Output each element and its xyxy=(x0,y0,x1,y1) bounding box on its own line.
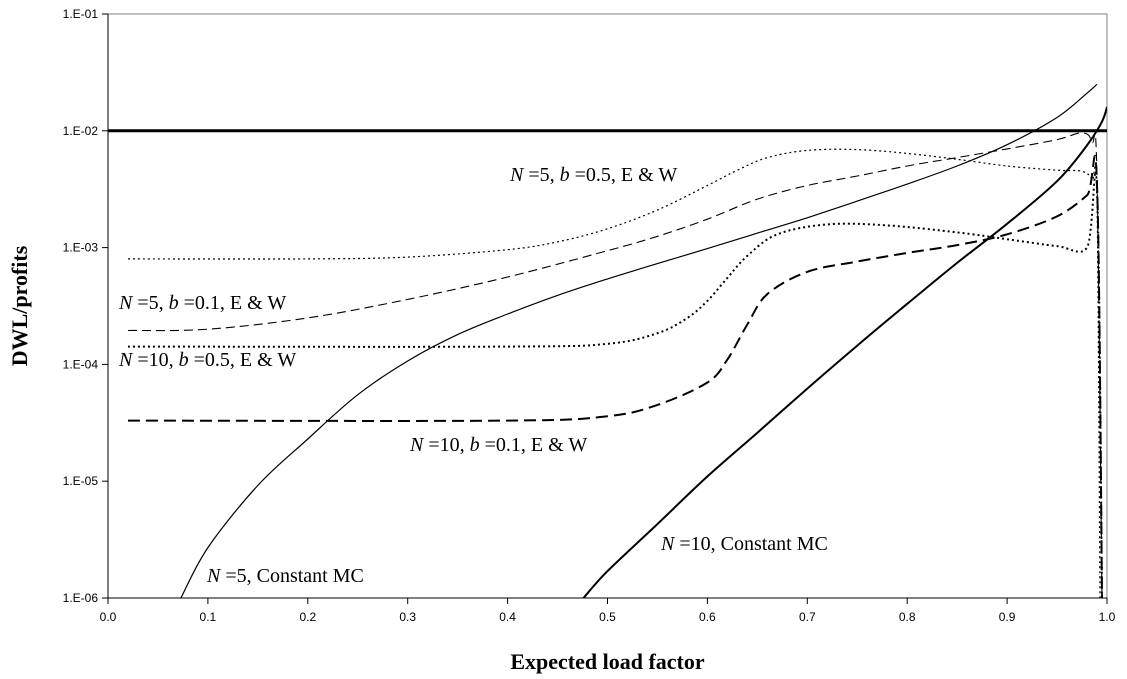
y-tick-label: 1.E-02 xyxy=(63,124,99,138)
annotation-part: =10, xyxy=(423,434,469,456)
annotation-part: =10, Constant MC xyxy=(674,533,828,555)
annotation-n10-b01: N =10, b =0.1, E & W xyxy=(409,434,587,456)
annotation-part: =10, xyxy=(132,349,178,371)
annotation-part: =0.1, E & W xyxy=(179,292,287,314)
annotation-part: b xyxy=(470,434,480,456)
annotation-part: N xyxy=(118,349,134,371)
series-line-thin-dashed xyxy=(127,132,1103,598)
series-group xyxy=(108,83,1107,598)
annotation-n5-b05: N =5, b =0.5, E & W xyxy=(509,164,677,186)
x-tick-label: 0.6 xyxy=(699,610,716,624)
annotation-part: =5, Constant MC xyxy=(220,565,364,587)
annotation-part: =0.5, E & W xyxy=(189,349,297,371)
annotation-part: N xyxy=(118,292,134,314)
annotation-part: =0.1, E & W xyxy=(480,434,588,456)
series-line-thick-solid xyxy=(582,106,1107,598)
annotation-part: b xyxy=(560,164,570,186)
x-tick-label: 0.2 xyxy=(299,610,316,624)
annotation-part: N xyxy=(509,164,525,186)
x-tick-label: 0.7 xyxy=(799,610,816,624)
series-line-fine-dotted xyxy=(127,148,1101,598)
x-axis-title: Expected load factor xyxy=(510,649,705,674)
series-line-thin-solid xyxy=(180,83,1098,598)
annotation-n10-cmc: N =10, Constant MC xyxy=(660,533,828,555)
annotation-n5-cmc: N =5, Constant MC xyxy=(206,565,364,587)
x-tick-label: 0.0 xyxy=(100,610,117,624)
x-tick-label: 1.0 xyxy=(1099,610,1116,624)
x-tick-label: 0.4 xyxy=(499,610,516,624)
x-tick-label: 0.9 xyxy=(999,610,1016,624)
y-axis-title: DWL/profits xyxy=(7,245,32,366)
series-line-thick-dashed xyxy=(127,154,1103,598)
x-tick-label: 0.3 xyxy=(399,610,416,624)
x-tick-label: 0.1 xyxy=(200,610,217,624)
y-tick-label: 1.E-03 xyxy=(63,241,99,255)
x-tick-label: 0.8 xyxy=(899,610,916,624)
annotation-part: b xyxy=(169,292,179,314)
annotation-part: =5, xyxy=(523,164,559,186)
annotation-part: b xyxy=(179,349,189,371)
annotation-n10-b05: N =10, b =0.5, E & W xyxy=(118,349,296,371)
series-line-medium-dotted xyxy=(127,170,1103,598)
y-tick-label: 1.E-06 xyxy=(63,591,99,605)
annotation-part: N xyxy=(660,533,676,555)
y-tick-label: 1.E-05 xyxy=(63,474,99,488)
annotation-part: N xyxy=(409,434,425,456)
annotation-part: =5, xyxy=(132,292,168,314)
annotation-part: =0.5, E & W xyxy=(570,164,678,186)
x-tick-label: 0.5 xyxy=(599,610,616,624)
y-tick-label: 1.E-01 xyxy=(63,7,99,21)
annotation-part: N xyxy=(206,565,222,587)
y-tick-label: 1.E-04 xyxy=(63,357,99,371)
annotation-n5-b01: N =5, b =0.1, E & W xyxy=(118,292,286,314)
